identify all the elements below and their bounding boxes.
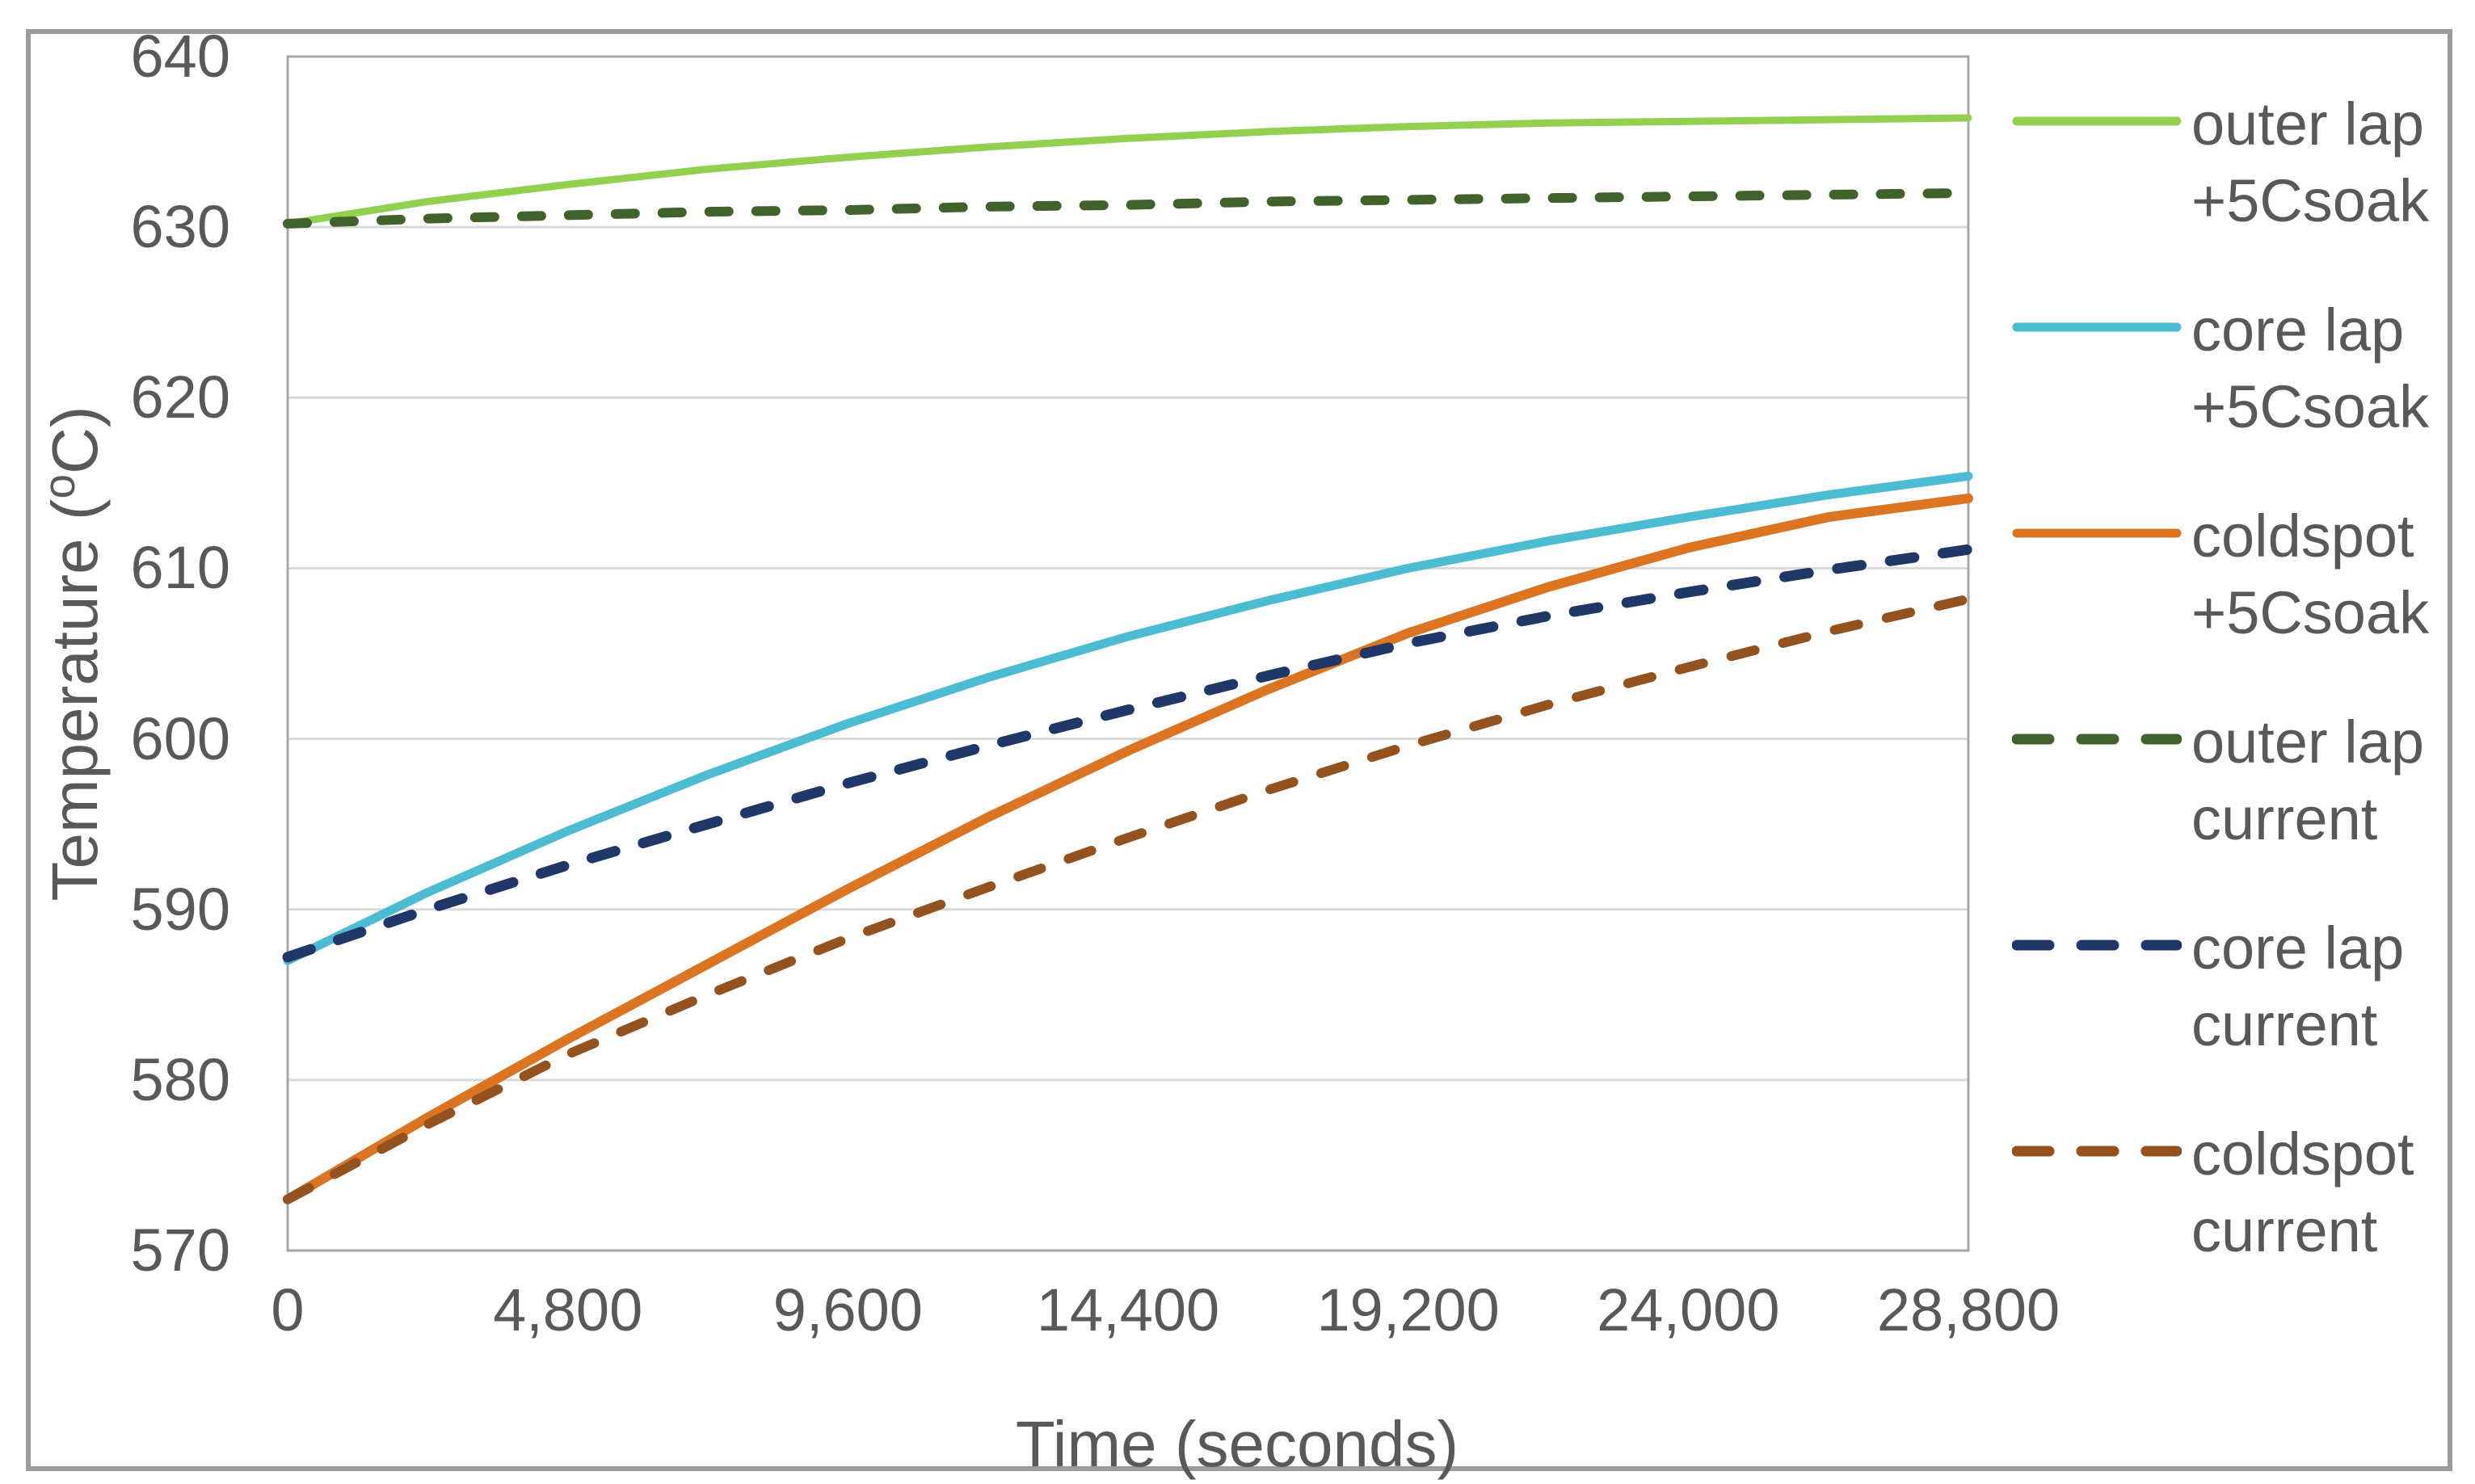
legend-label-line1: coldspot xyxy=(2191,1120,2414,1188)
x-tick-label-14,400: 14,400 xyxy=(1036,1276,1220,1343)
y-tick-label-620: 620 xyxy=(130,364,230,431)
x-tick-label-19,200: 19,200 xyxy=(1316,1276,1500,1343)
y-axis-title-post: C) xyxy=(38,406,111,474)
legend-label-line2: +5Csoak xyxy=(2191,167,2430,234)
legend-label-line2: +5Csoak xyxy=(2191,579,2430,646)
y-axis-title: Temperature (oC) xyxy=(33,406,112,902)
y-tick-label-640: 640 xyxy=(130,23,230,90)
series-line-core-lap-current xyxy=(282,544,1974,963)
series-line-outer-lap-+5Csoak xyxy=(284,114,1972,228)
plot-border xyxy=(286,55,1970,1252)
legend-label-line1: core lap xyxy=(2191,296,2405,364)
y-axis-title-sup: o xyxy=(34,473,85,499)
y-tick-label-580: 580 xyxy=(130,1045,230,1113)
legend-label-line2: current xyxy=(2191,991,2378,1058)
x-tick-label-4,800: 4,800 xyxy=(493,1276,643,1343)
series-line-outer-lap-current xyxy=(283,187,1973,229)
legend-label: core lap current xyxy=(2191,910,2475,1063)
legend-label-line2: +5Csoak xyxy=(2191,373,2430,440)
series-line-coldspot-current xyxy=(283,594,1973,1204)
y-tick-label-600: 600 xyxy=(130,704,230,772)
series-line-coldspot-+5Csoak xyxy=(283,493,1973,1204)
y-axis-title-pre: Temperature ( xyxy=(38,498,111,902)
legend-swatch-dashed-line xyxy=(2012,1146,2182,1157)
x-tick-label-24,000: 24,000 xyxy=(1597,1276,1780,1343)
legend-label: coldspot +5Csoak xyxy=(2191,498,2475,651)
y-tick-label-570: 570 xyxy=(130,1217,230,1284)
legend-swatch-solid-line xyxy=(2012,322,2182,332)
legend-label: outer lap +5Csoak xyxy=(2191,86,2475,239)
legend-swatch-dashed-line xyxy=(2012,940,2182,951)
legend-label-line2: current xyxy=(2191,1197,2378,1264)
y-tick-label-610: 610 xyxy=(130,534,230,602)
legend-swatch-solid-line xyxy=(2012,116,2182,126)
legend-label-line1: coldspot xyxy=(2191,502,2414,570)
x-tick-label-28,800: 28,800 xyxy=(1876,1276,2060,1343)
x-axis-title: Time (seconds) xyxy=(1015,1408,1459,1480)
legend-label-line2: current xyxy=(2191,785,2378,852)
x-tick-label-9,600: 9,600 xyxy=(772,1276,923,1343)
y-tick-label-590: 590 xyxy=(130,875,230,943)
legend-label: coldspot current xyxy=(2191,1116,2475,1269)
legend-swatch-dashed-line xyxy=(2012,734,2182,745)
legend-swatch-solid-line xyxy=(2012,528,2182,538)
legend-label-line1: outer lap xyxy=(2191,708,2424,776)
legend-label-line1: outer lap xyxy=(2191,90,2424,158)
legend-label: outer lap current xyxy=(2191,704,2475,857)
y-tick-label-630: 630 xyxy=(130,193,230,261)
series-line-core-lap-+5Csoak xyxy=(283,471,1973,965)
x-tick-label-0: 0 xyxy=(271,1276,305,1343)
legend-label-line1: core lap xyxy=(2191,914,2405,982)
legend-label: core lap +5Csoak xyxy=(2191,292,2475,445)
